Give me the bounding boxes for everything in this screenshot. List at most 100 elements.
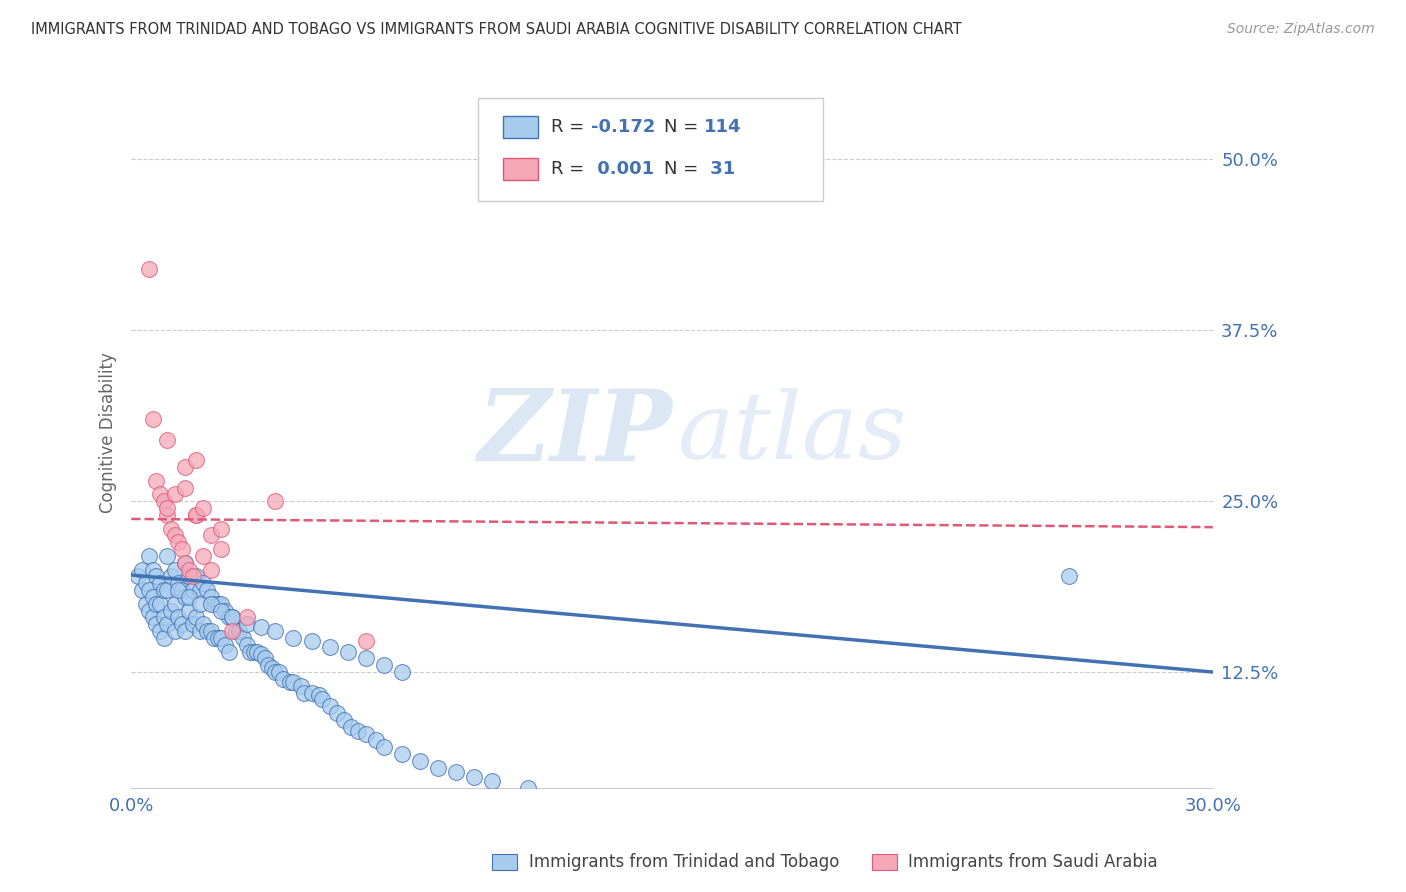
Point	[149, 576, 172, 591]
Point	[177, 603, 200, 617]
Point	[326, 706, 349, 720]
Point	[228, 624, 250, 638]
Point	[149, 487, 172, 501]
Point	[195, 582, 218, 597]
Point	[138, 582, 160, 597]
Point	[209, 541, 232, 556]
Point	[354, 633, 377, 648]
Point	[257, 658, 280, 673]
Point	[135, 576, 157, 591]
Point	[127, 569, 149, 583]
Point	[177, 590, 200, 604]
Point	[174, 624, 197, 638]
Point	[373, 740, 395, 755]
Text: IMMIGRANTS FROM TRINIDAD AND TOBAGO VS IMMIGRANTS FROM SAUDI ARABIA COGNITIVE DI: IMMIGRANTS FROM TRINIDAD AND TOBAGO VS I…	[31, 22, 962, 37]
Point	[264, 624, 287, 638]
Point	[163, 487, 186, 501]
Point	[366, 733, 388, 747]
Point	[163, 597, 186, 611]
Point	[160, 522, 183, 536]
Point	[149, 624, 172, 638]
Point	[156, 433, 179, 447]
Point	[209, 597, 232, 611]
Point	[152, 610, 174, 624]
Point	[145, 597, 167, 611]
Point	[391, 665, 413, 679]
Point	[214, 638, 236, 652]
Point	[131, 562, 153, 576]
Point	[186, 453, 208, 467]
Point	[243, 644, 266, 658]
Point	[163, 624, 186, 638]
Point	[202, 631, 225, 645]
Point	[193, 549, 215, 563]
Point	[156, 549, 179, 563]
Point	[250, 647, 273, 661]
Point	[246, 644, 269, 658]
Point	[481, 774, 503, 789]
Point	[292, 685, 315, 699]
Y-axis label: Cognitive Disability: Cognitive Disability	[100, 352, 117, 513]
Point	[408, 754, 430, 768]
Point	[218, 644, 240, 658]
Point	[218, 610, 240, 624]
Point	[391, 747, 413, 761]
Point	[188, 582, 211, 597]
Point	[160, 603, 183, 617]
Point	[209, 603, 232, 617]
Point	[156, 501, 179, 516]
Point	[188, 624, 211, 638]
Text: -0.172: -0.172	[591, 118, 655, 136]
Point	[160, 569, 183, 583]
Point	[167, 576, 190, 591]
Point	[340, 720, 363, 734]
Point	[174, 556, 197, 570]
Point	[167, 610, 190, 624]
Text: 0.001: 0.001	[591, 160, 654, 178]
Point	[167, 582, 190, 597]
Point	[333, 713, 356, 727]
Point	[347, 723, 370, 738]
Point	[200, 597, 222, 611]
Point	[202, 597, 225, 611]
Text: N =: N =	[664, 118, 703, 136]
Point	[186, 610, 208, 624]
Point	[149, 597, 172, 611]
Point	[152, 631, 174, 645]
Point	[318, 640, 340, 655]
Point	[170, 582, 193, 597]
Point	[177, 562, 200, 576]
Point	[232, 631, 254, 645]
Point	[290, 679, 312, 693]
Point	[163, 562, 186, 576]
Point	[264, 665, 287, 679]
Point	[174, 460, 197, 475]
Point	[209, 522, 232, 536]
Point	[318, 699, 340, 714]
Text: 114: 114	[704, 118, 742, 136]
Point	[156, 508, 179, 522]
Point	[221, 624, 243, 638]
Point	[235, 638, 257, 652]
Point	[516, 781, 538, 796]
Point	[181, 569, 204, 583]
Point	[181, 582, 204, 597]
Point	[131, 582, 153, 597]
Point	[170, 617, 193, 632]
Text: N =: N =	[664, 160, 703, 178]
Point	[1057, 569, 1080, 583]
Point	[145, 617, 167, 632]
Point	[142, 412, 165, 426]
Point	[181, 617, 204, 632]
Point	[142, 590, 165, 604]
Point	[308, 688, 330, 702]
Point	[193, 576, 215, 591]
Point	[373, 658, 395, 673]
Point	[354, 651, 377, 665]
Point	[138, 261, 160, 276]
Point	[426, 761, 449, 775]
Point	[193, 501, 215, 516]
Point	[167, 535, 190, 549]
Point	[156, 617, 179, 632]
Point	[283, 631, 305, 645]
